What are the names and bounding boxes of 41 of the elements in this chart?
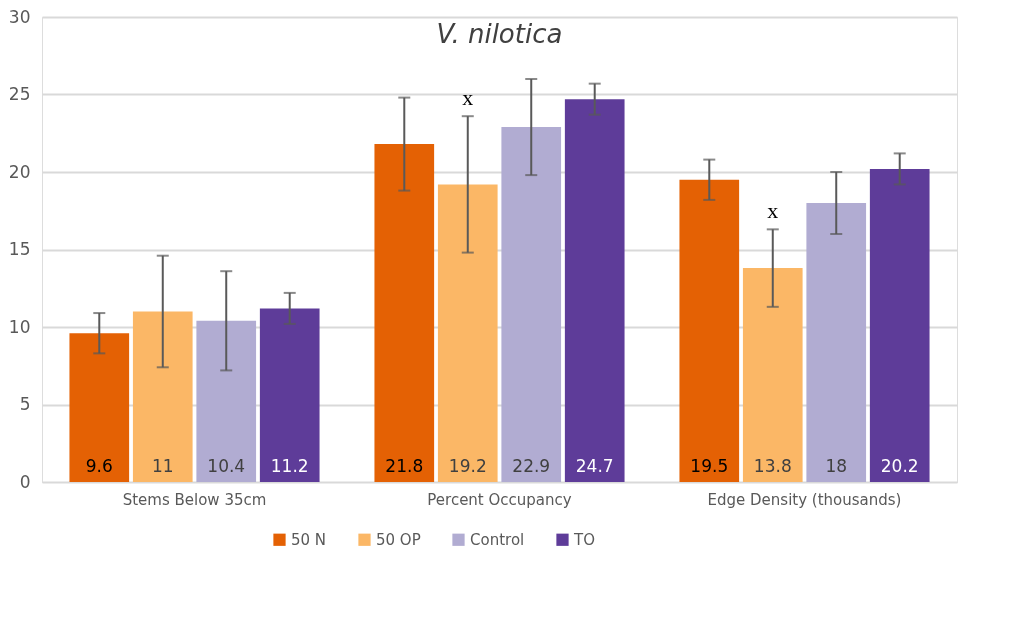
x-tick-label: Stems Below 35cm [122,490,267,509]
y-tick-label: 25 [8,84,31,104]
y-tick-label: 15 [8,239,31,259]
data-label: 11.2 [270,456,309,476]
bar [437,184,498,482]
data-label: 19.5 [690,456,729,476]
bar [69,333,130,482]
legend-label: Control [470,530,525,549]
annotation: x [462,85,474,111]
bar [564,99,625,482]
data-label: 21.8 [385,456,424,476]
chart-title: V. nilotica [436,19,563,49]
data-label: 20.2 [880,456,919,476]
x-tick-label: Edge Density (thousands) [707,490,902,509]
legend-label: 50 OP [376,530,421,549]
bar [259,308,320,482]
bar [196,320,257,482]
legend-label: 50 N [291,530,327,549]
data-label: 22.9 [512,456,551,476]
data-label: 9.6 [85,456,113,476]
data-label: 10.4 [207,456,246,476]
data-label: 24.7 [575,456,614,476]
y-tick-label: 20 [8,161,31,182]
bar [742,268,803,482]
x-tick-label: Percent Occupancy [427,490,572,509]
data-label: 18 [825,456,848,476]
annotation: x [767,198,779,224]
y-tick-label: 5 [19,394,31,414]
y-tick-label: 0 [19,471,31,492]
legend-label: TO [573,530,595,549]
bar [374,144,435,482]
y-tick-label: 10 [8,316,31,337]
bar [132,311,193,482]
bar [869,168,930,482]
bar [806,203,867,482]
bar [679,179,740,482]
y-tick-label: 30 [8,6,31,27]
bar [501,127,562,482]
data-label: 13.8 [753,456,792,476]
data-label: 11 [151,456,174,476]
data-label: 19.2 [448,456,487,476]
